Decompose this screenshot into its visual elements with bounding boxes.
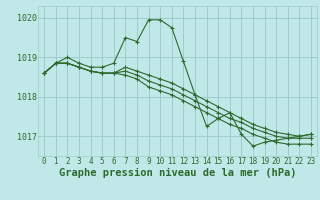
X-axis label: Graphe pression niveau de la mer (hPa): Graphe pression niveau de la mer (hPa) [59,168,296,178]
